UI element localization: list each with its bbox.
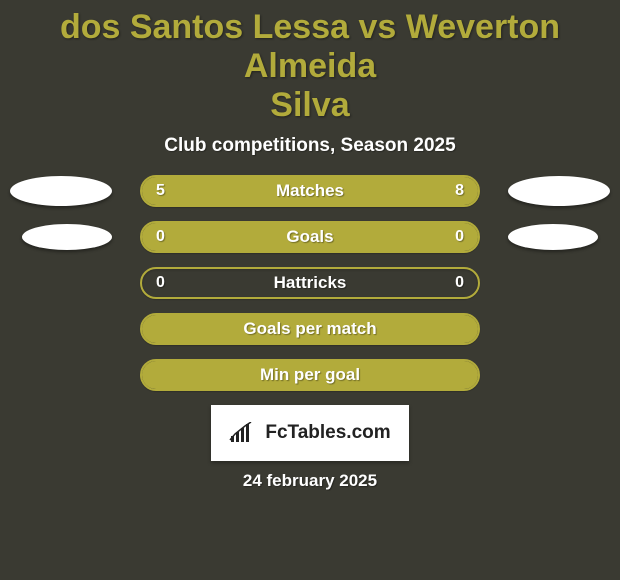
stat-bar: Goals0 0 — [140, 221, 480, 253]
stat-value-left: 0 — [156, 269, 165, 297]
stat-value-right: 0 — [455, 269, 464, 297]
bar-chart-icon — [229, 422, 257, 444]
player-oval-right — [508, 176, 610, 206]
stat-bar: Hattricks0 0 — [140, 267, 480, 299]
stat-value-right: 8 — [455, 177, 464, 205]
date-label: 24 february 2025 — [0, 471, 620, 491]
subtitle: Club competitions, Season 2025 — [0, 129, 620, 175]
stat-row: Matches5 8 — [0, 175, 620, 207]
player-oval-left — [10, 176, 112, 206]
fctables-logo: FcTables.com — [211, 405, 409, 461]
stat-row: Goals per match — [0, 313, 620, 345]
stat-label: Matches — [142, 177, 478, 205]
stat-bar: Goals per match — [140, 313, 480, 345]
stat-label: Min per goal — [142, 361, 478, 389]
page-title: dos Santos Lessa vs Weverton Almeida Sil… — [0, 0, 620, 129]
title-line-1: dos Santos Lessa vs Weverton Almeida — [60, 8, 560, 85]
stat-value-left: 0 — [156, 223, 165, 251]
stat-row: Hattricks0 0 — [0, 267, 620, 299]
stat-row: Goals0 0 — [0, 221, 620, 253]
stat-label: Goals per match — [142, 315, 478, 343]
comparison-infographic: dos Santos Lessa vs Weverton Almeida Sil… — [0, 0, 620, 580]
player-oval-right — [508, 224, 598, 250]
stat-bar: Min per goal — [140, 359, 480, 391]
stat-label: Hattricks — [142, 269, 478, 297]
title-line-2: Silva — [270, 86, 349, 124]
stat-value-left: 5 — [156, 177, 165, 205]
stat-row: Min per goal — [0, 359, 620, 391]
stat-bar: Matches5 8 — [140, 175, 480, 207]
stat-value-right: 0 — [455, 223, 464, 251]
player-oval-left — [22, 224, 112, 250]
stat-label: Goals — [142, 223, 478, 251]
logo-text: FcTables.com — [265, 422, 390, 444]
stats-bars-region: Matches58Goals00Hattricks00Goals per mat… — [0, 175, 620, 391]
